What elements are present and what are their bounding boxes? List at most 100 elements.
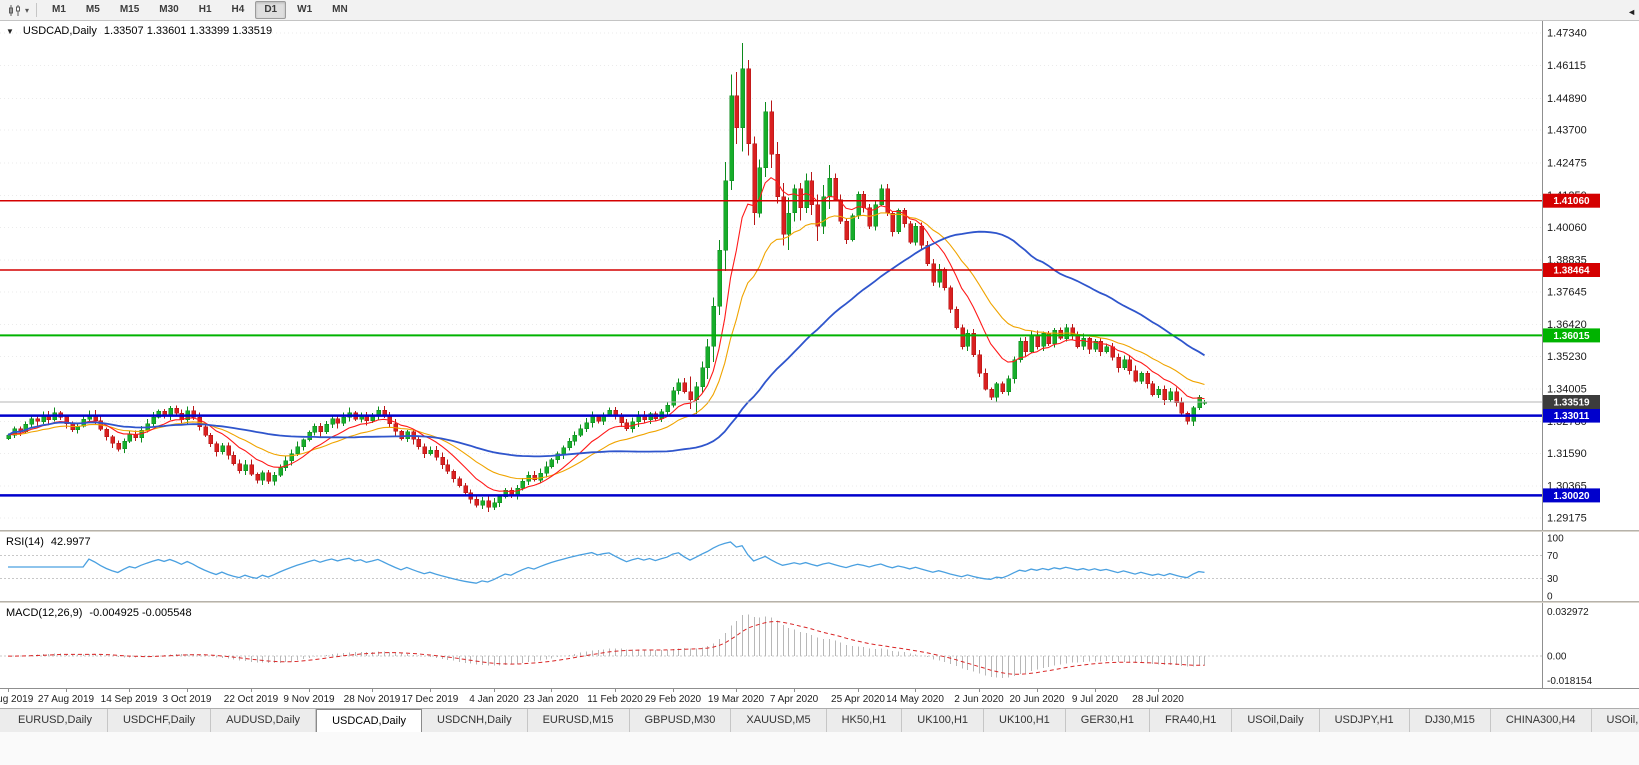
price-axis-label: 1.40060 [1547,222,1587,234]
chart-tab-hk50-h1[interactable]: HK50,H1 [827,709,903,732]
chart-tab-usdcnh-daily[interactable]: USDCNH,Daily [422,709,528,732]
down-bodies [18,68,1190,508]
chart-tab-dj30-m15[interactable]: DJ30,M15 [1410,709,1491,732]
rsi-line [8,541,1205,584]
price-badge: 1.33011 [1543,408,1600,423]
timeframe-button-d1[interactable]: D1 [255,1,287,19]
date-axis-label: 19 Mar 2020 [707,694,765,705]
date-axis-tick [8,689,9,692]
svg-text:1.38464: 1.38464 [1553,266,1590,277]
date-axis-tick [372,689,373,692]
chart-tab-china300-h4[interactable]: CHINA300,H4 [1491,709,1592,732]
date-axis-tick [673,689,674,692]
date-axis-label: 11 Feb 2020 [587,694,643,705]
price-badge: 1.33519 [1543,395,1600,409]
date-axis-tick [858,689,859,692]
date-axis-tick [551,689,552,692]
timeframe-button-m5[interactable]: M5 [85,4,100,15]
date-axis-label: 4 Jan 2020 [469,694,519,705]
chart-tab-audusd-daily[interactable]: AUDUSD,Daily [211,709,317,732]
chart-tab-uk100-h1[interactable]: UK100,H1 [902,709,985,732]
rsi-axis-label: 0 [1547,592,1553,602]
svg-text:1.30020: 1.30020 [1553,491,1590,502]
timeframe-button-h1[interactable]: H1 [198,4,212,15]
rsi-canvas[interactable]: 100 70 30 0 [0,532,1639,603]
date-axis-tick [1095,689,1096,692]
macd-canvas[interactable]: 0.032972 0.00 -0.018154 [0,603,1639,688]
price-axis-label: 1.37645 [1547,286,1587,298]
price-badge: 1.36015 [1543,328,1600,343]
rsi-axis-label: 30 [1547,574,1559,585]
timeframe-button-m15[interactable]: M15 [119,4,140,15]
macd-histogram [14,614,1205,678]
date-axis-tick [1037,689,1038,692]
date-axis-label: 22 Oct 2019 [223,694,279,705]
toolbar-separator [36,3,38,17]
date-axis-tick [979,689,980,692]
price-axis-label: 1.31590 [1547,448,1587,460]
price-axis-label: 1.34005 [1547,384,1587,396]
date-axis-tick [494,689,495,692]
date-axis-tick [187,689,188,692]
svg-text:1.33519: 1.33519 [1553,398,1590,409]
date-axis-label: 7 Apr 2020 [769,694,819,705]
chart-tab-fra40-h1[interactable]: FRA40,H1 [1150,709,1233,732]
macd-panel: MACD(12,26,9) -0.004925 -0.005548 0.0329… [0,603,1639,688]
price-axis-label: 1.36420 [1547,319,1587,331]
date-axis-label: 27 Aug 2019 [37,694,95,705]
date-axis-tick [736,689,737,692]
chart-tab-uk100-h1[interactable]: UK100,H1 [984,709,1066,732]
chart-tab-bar: EURUSD,Daily USDCHF,Daily AUDUSD,Daily USDC… [0,708,1639,732]
date-axis-tick [794,689,795,692]
macd-axis-label: 0.00 [1547,652,1567,663]
rsi-panel: RSI(14) 42.9977 100 70 30 0 [0,532,1639,603]
timeframe-button-m30[interactable]: M30 [159,4,179,15]
chart-tab-xauusd-m5[interactable]: XAUUSD,M5 [731,709,827,732]
date-axis-label: 17 Dec 2019 [401,694,459,705]
date-axis-label: 25 Apr 2020 [831,694,885,705]
main-chart-canvas[interactable]: 1.473401.461151.448901.437001.424751.412… [0,21,1639,530]
timeframe-button-m1[interactable]: M1 [52,4,66,15]
date-axis-label: 20 Jun 2020 [1009,694,1065,705]
chart-type-icon[interactable]: ▾ [5,4,31,17]
date-axis-tick [66,689,67,692]
date-axis-label: 8 Aug 2019 [0,694,34,705]
date-axis-label: 14 Sep 2019 [100,694,158,705]
timeframe-button-w1[interactable]: W1 [297,4,313,15]
chart-tab-usdcad-daily[interactable]: USDCAD,Daily [316,709,423,732]
date-axis-label: 9 Nov 2019 [283,694,335,705]
chart-tab-ger30-h1[interactable]: GER30,H1 [1066,709,1150,732]
date-axis-label: 14 May 2020 [886,694,944,705]
chart-tab-usoil-h1[interactable]: USOil,H1 [1592,709,1639,732]
main-chart-panel: ▼ USDCAD,Daily 1.33507 1.33601 1.33399 1… [0,21,1639,530]
price-badge: 1.41060 [1543,193,1600,208]
tab-scroll-left-icon[interactable]: ◄ [1627,7,1636,17]
up-wicks [8,43,1205,510]
chart-tab-eurusd-m15[interactable]: EURUSD,M15 [528,709,630,732]
date-axis-tick [251,689,252,692]
chart-tab-usdchf-daily[interactable]: USDCHF,Daily [108,709,212,732]
date-axis-label: 28 Jul 2020 [1132,694,1184,705]
chart-tab-gbpusd-m30[interactable]: GBPUSD,M30 [630,709,732,732]
chart-tab-usoil-daily[interactable]: USOil,Daily [1232,709,1320,732]
date-axis-tick [430,689,431,692]
chart-tab-eurusd-daily[interactable]: EURUSD,Daily [3,709,108,732]
status-strip [0,732,1639,765]
panel-splitter[interactable] [0,601,1639,603]
timeframe-button-mn[interactable]: MN [332,4,348,15]
macd-signal-line [8,620,1205,675]
rsi-axis-label: 100 [1547,534,1564,545]
date-axis-label: 3 Oct 2019 [162,694,212,705]
price-axis-label: 1.42475 [1547,157,1587,169]
price-axis-label: 1.47340 [1547,28,1587,40]
date-axis-tick [309,689,310,692]
up-bodies [6,68,1207,508]
down-wicks [20,60,1188,513]
chart-tab-usdjpy-h1[interactable]: USDJPY,H1 [1320,709,1410,732]
ma-slow-line [7,230,1205,458]
svg-text:1.36015: 1.36015 [1553,331,1590,342]
price-axis-label: 1.43700 [1547,125,1587,137]
panel-splitter[interactable] [0,530,1639,532]
timeframe-button-h4[interactable]: H4 [231,4,245,15]
